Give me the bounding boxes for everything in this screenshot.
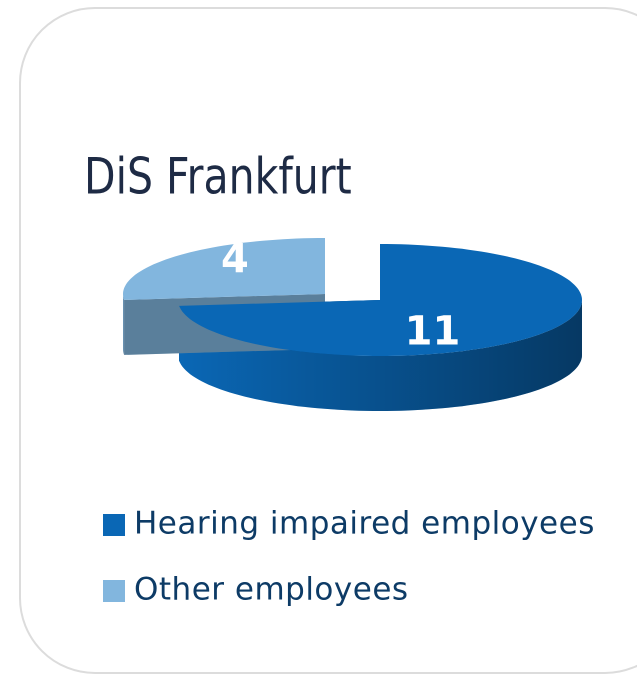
legend-swatch [103,514,125,536]
pie: 11 4 [123,237,582,411]
data-label: 11 [405,309,461,355]
chart-title: DiS Frankfurt [84,148,352,206]
legend: Hearing impaired employees Other employee… [103,506,595,608]
slice-top [179,244,582,356]
legend-swatch [103,580,125,602]
legend-label: Other employees [134,572,409,608]
slice-top [123,238,325,300]
data-label: 4 [221,237,249,283]
slice-side-shade [179,300,582,411]
slice-side-shade [123,294,125,355]
legend-label: Hearing impaired employees [134,506,595,542]
